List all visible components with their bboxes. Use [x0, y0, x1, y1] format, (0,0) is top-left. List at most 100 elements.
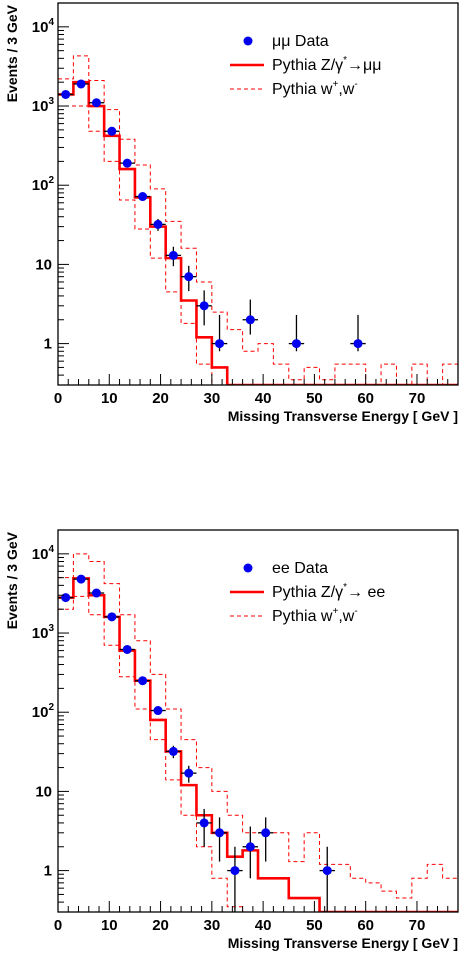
chart-panel-mumu: 0 10 20 30 40 50 60 70 1 10 102 103 104 Missing Trans…	[4, 3, 458, 424]
legend-label: ee Data	[272, 560, 328, 577]
data-point-marker	[323, 866, 332, 875]
x-tick-label: 10	[101, 917, 118, 934]
x-tick-label: 40	[255, 917, 272, 934]
x-tick-label: 50	[306, 390, 323, 407]
x-tick-label: 20	[152, 917, 169, 934]
data-point-marker	[123, 645, 132, 654]
legend-entry: Pythia Z/γ*→ ee	[230, 582, 385, 601]
data-point-marker	[77, 575, 86, 584]
legend-entry: Pythia w+,w-	[230, 606, 358, 625]
data-point	[289, 315, 304, 351]
data-point	[243, 300, 258, 335]
mc-histogram-line	[58, 578, 458, 912]
data-point-marker	[169, 251, 178, 260]
mc-band-line	[58, 56, 458, 385]
data-point-marker	[61, 593, 70, 602]
y-tick-label: 10	[35, 783, 52, 800]
data-point-marker	[354, 339, 363, 348]
legend: μμ Data Pythia Z/γ*→μμ Pythia w+,w-	[230, 33, 381, 98]
legend-marker-icon	[244, 37, 253, 46]
data-point-marker	[184, 272, 193, 281]
x-tick-label: 70	[409, 917, 426, 934]
data-point-marker	[107, 612, 116, 621]
y-tick-label: 103	[32, 623, 55, 642]
data-point-marker	[184, 769, 193, 778]
data-point	[135, 192, 150, 201]
y-tick-label: 102	[32, 702, 55, 721]
data-point	[73, 575, 88, 584]
x-tick-label: 40	[255, 390, 272, 407]
x-axis-title: Missing Transverse Energy [ GeV ]	[228, 935, 458, 951]
data-point-marker	[200, 301, 209, 310]
legend: ee Data Pythia Z/γ*→ ee Pythia w+,w-	[230, 560, 385, 625]
legend-entry: Pythia w+,w-	[230, 79, 358, 98]
x-tick-label: 50	[306, 917, 323, 934]
x-tick-label: 70	[409, 390, 426, 407]
data-point	[104, 612, 119, 621]
data-point-marker	[215, 828, 224, 837]
mc-histogram-line	[58, 82, 458, 385]
x-tick-label: 20	[152, 390, 169, 407]
data-point-marker	[92, 98, 101, 107]
data-point	[166, 247, 181, 266]
y-tick-label: 104	[32, 544, 55, 563]
x-tick-label: 10	[101, 390, 118, 407]
y-tick-label: 1	[44, 336, 52, 353]
data-point	[58, 90, 73, 99]
plot-area	[58, 56, 458, 385]
data-point-marker	[77, 79, 86, 88]
x-tick-label: 0	[54, 390, 62, 407]
x-tick-label: 60	[357, 917, 374, 934]
data-point	[104, 127, 119, 136]
data-point-marker	[61, 90, 70, 99]
data-point	[196, 290, 211, 325]
data-point	[212, 315, 227, 351]
x-tick-label: 60	[357, 390, 374, 407]
legend-entry: Pythia Z/γ*→μμ	[230, 55, 381, 74]
chart-panel-ee: 0 10 20 30 40 50 60 70 1 10 102 103 104 Missing Trans…	[4, 530, 458, 951]
data-point-marker	[246, 315, 255, 324]
legend-marker-icon	[244, 564, 253, 573]
data-point-marker	[154, 706, 163, 715]
data-point	[320, 847, 335, 912]
y-tick-label: 103	[32, 96, 55, 115]
data-point	[120, 159, 135, 168]
data-point-marker	[138, 676, 147, 685]
y-axis-title: Events / 3 GeV	[4, 4, 20, 102]
data-point-marker	[292, 339, 301, 348]
data-point	[350, 315, 365, 351]
legend-label: Pythia w+,w-	[272, 606, 358, 625]
data-point-marker	[92, 589, 101, 598]
data-point-marker	[200, 818, 209, 827]
data-point-marker	[154, 220, 163, 229]
data-point-marker	[123, 159, 132, 168]
data-point	[150, 706, 165, 715]
legend-entry: μμ Data	[244, 33, 329, 50]
y-tick-label: 1	[44, 863, 52, 880]
data-point	[135, 676, 150, 685]
legend-label: μμ Data	[272, 33, 329, 50]
y-tick-label: 104	[32, 17, 55, 36]
data-point-marker	[246, 842, 255, 851]
data-point	[120, 645, 135, 654]
data-point-marker	[138, 192, 147, 201]
plot-frame	[58, 3, 458, 385]
data-point	[58, 593, 73, 602]
data-point	[181, 266, 196, 291]
x-tick-label: 0	[54, 917, 62, 934]
legend-label: Pythia w+,w-	[272, 79, 358, 98]
data-point	[166, 746, 181, 758]
data-point	[150, 219, 165, 231]
y-tick-label: 10	[35, 256, 52, 273]
y-axis-title: Events / 3 GeV	[4, 531, 20, 629]
plot-area	[58, 554, 458, 912]
x-tick-label: 30	[204, 390, 221, 407]
data-point-marker	[261, 828, 270, 837]
data-point-marker	[230, 866, 239, 875]
legend-label: Pythia Z/γ*→ ee	[272, 582, 385, 601]
data-point-marker	[169, 747, 178, 756]
legend-label: Pythia Z/γ*→μμ	[272, 55, 381, 74]
x-tick-label: 30	[204, 917, 221, 934]
data-point	[258, 817, 273, 861]
